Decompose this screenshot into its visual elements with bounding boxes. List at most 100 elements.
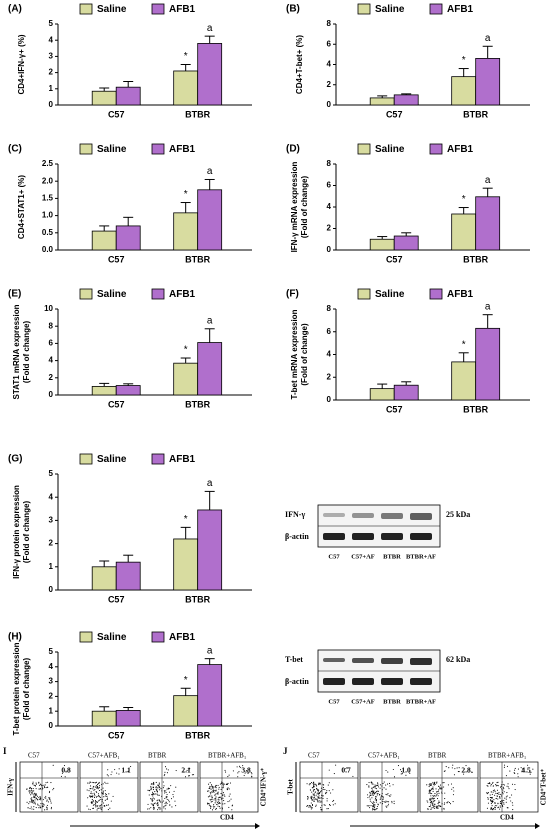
flow-dot bbox=[438, 789, 440, 791]
flow-dot bbox=[99, 785, 101, 787]
flow-dot bbox=[222, 803, 224, 805]
flow-dot bbox=[376, 805, 378, 808]
flow-dot bbox=[90, 795, 93, 797]
flow-dot bbox=[431, 793, 433, 795]
flow-dot bbox=[157, 805, 159, 807]
flow-dot bbox=[217, 793, 219, 795]
legend-swatch bbox=[79, 3, 93, 15]
bar bbox=[475, 196, 501, 251]
significance-label: a bbox=[207, 23, 213, 34]
error-bar bbox=[204, 658, 215, 665]
flow-dot bbox=[226, 783, 229, 785]
flow-dot bbox=[385, 788, 387, 790]
y-tick-label: 4 bbox=[49, 35, 54, 44]
panel-label: (A) bbox=[8, 4, 22, 15]
flow-dot bbox=[309, 783, 311, 785]
flow-dot bbox=[104, 790, 106, 792]
flow-dot bbox=[35, 793, 37, 795]
flow-dot bbox=[399, 769, 402, 771]
flow-group-label: C57 bbox=[308, 752, 320, 760]
flow-dot bbox=[214, 806, 216, 808]
flow-dot bbox=[317, 792, 319, 794]
flow-dot bbox=[312, 799, 314, 801]
flow-dot bbox=[505, 798, 507, 800]
flow-dot bbox=[218, 805, 221, 808]
flow-dot bbox=[317, 796, 319, 798]
flow-dot bbox=[153, 783, 155, 785]
flow-dot bbox=[214, 794, 216, 796]
flow-dot bbox=[244, 772, 246, 774]
flow-dot bbox=[320, 809, 322, 811]
flow-dot bbox=[209, 799, 211, 801]
flow-dot bbox=[495, 785, 497, 787]
flow-dot bbox=[435, 788, 437, 790]
flow-dot bbox=[157, 807, 159, 809]
flow-dot bbox=[430, 808, 432, 810]
blot-band bbox=[323, 658, 345, 662]
flow-dot bbox=[434, 782, 436, 784]
significance-label: * bbox=[184, 675, 188, 686]
flow-dot bbox=[184, 776, 187, 778]
flow-dot bbox=[312, 790, 314, 792]
flow-dot bbox=[443, 782, 445, 784]
flow-dot bbox=[345, 768, 347, 770]
flow-dot bbox=[376, 790, 378, 792]
blot-band bbox=[352, 658, 374, 663]
flow-dot bbox=[320, 790, 322, 792]
bar bbox=[451, 76, 477, 106]
flow-dot bbox=[322, 784, 324, 786]
bar bbox=[369, 238, 395, 251]
flow-dot bbox=[509, 770, 511, 772]
flow-dot bbox=[33, 795, 35, 797]
flow-dot bbox=[164, 792, 166, 794]
flow-dot bbox=[158, 808, 160, 810]
flow-dot bbox=[432, 807, 434, 809]
flow-dot bbox=[499, 808, 501, 810]
flow-dot bbox=[437, 791, 439, 793]
blot-band bbox=[381, 533, 403, 540]
flow-dot bbox=[320, 791, 322, 793]
error-bar bbox=[180, 357, 191, 364]
flow-dot bbox=[153, 803, 155, 805]
flow-dot bbox=[491, 796, 493, 798]
flow-dot bbox=[97, 793, 100, 795]
flow-dot bbox=[222, 792, 225, 794]
flow-dot bbox=[94, 788, 96, 790]
flow-dot bbox=[314, 783, 316, 785]
flow-side-label: CD4⁺IFN-γ⁺ bbox=[260, 767, 268, 806]
flow-dot bbox=[221, 808, 224, 810]
blot-band bbox=[352, 533, 374, 540]
flow-dot bbox=[217, 805, 219, 807]
y-tick-label: 2 bbox=[49, 68, 54, 77]
y-axis-label: CD4+STAT1+ (%) bbox=[17, 175, 26, 239]
flow-dot bbox=[386, 801, 388, 803]
error-bar bbox=[204, 35, 215, 44]
flow-dot bbox=[375, 788, 378, 790]
flow-dot bbox=[88, 790, 90, 792]
flow-dot bbox=[499, 796, 501, 798]
flow-dot bbox=[238, 771, 240, 773]
flow-dot bbox=[237, 776, 239, 778]
flow-dot bbox=[229, 800, 231, 802]
flow-dot bbox=[100, 806, 102, 808]
flow-dot bbox=[35, 788, 37, 790]
flow-dot bbox=[106, 797, 109, 799]
y-tick-label: 0 bbox=[327, 395, 332, 404]
flow-dot bbox=[50, 800, 52, 802]
flow-dot bbox=[522, 768, 524, 770]
flow-dot bbox=[369, 791, 371, 794]
flow-dot bbox=[227, 787, 229, 789]
bar bbox=[475, 327, 501, 401]
flow-dot bbox=[38, 782, 40, 784]
flow-dot bbox=[314, 791, 316, 793]
flow-dot bbox=[428, 786, 430, 788]
blot-band bbox=[410, 678, 432, 685]
legend-label: Saline bbox=[375, 289, 405, 300]
legend-label: Saline bbox=[375, 4, 405, 15]
flow-dot bbox=[492, 781, 494, 783]
flow-dot bbox=[493, 799, 495, 801]
flow-dot bbox=[387, 771, 389, 773]
flow-dot bbox=[433, 807, 435, 809]
flow-dot bbox=[520, 767, 522, 769]
y-axis-label: T-bet mRNA expression bbox=[290, 309, 299, 399]
